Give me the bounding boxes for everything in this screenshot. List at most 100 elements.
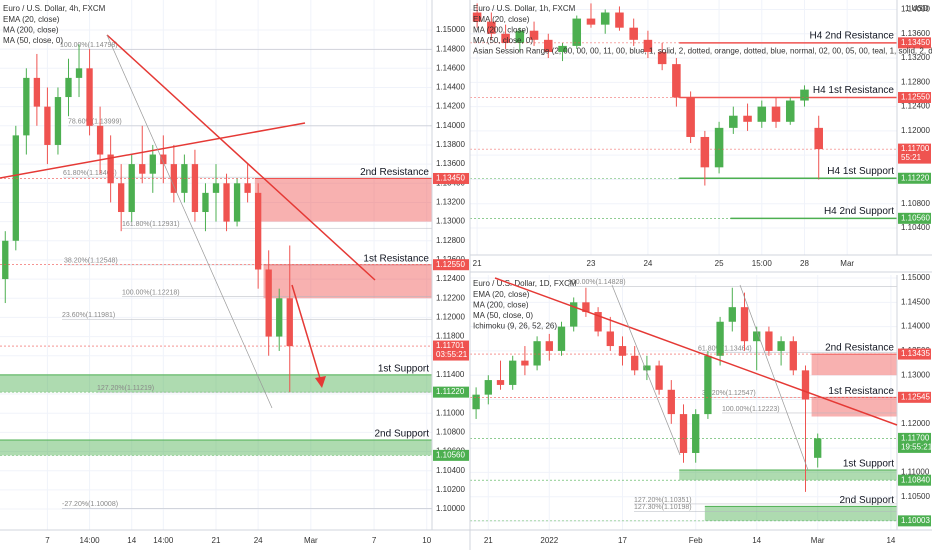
candle-body (515, 30, 525, 43)
candle-body (714, 127, 724, 168)
indicator-label: EMA (20, close) (3, 15, 60, 24)
zone (254, 178, 432, 222)
y-tick-label: 1.12200 (436, 293, 465, 302)
candle-body (33, 77, 41, 107)
candle-body (86, 68, 93, 126)
candle-body (618, 346, 627, 356)
y-tick-label: 1.12000 (901, 126, 930, 135)
zone-label: 2nd Resistance (825, 343, 894, 354)
y-tick-label: 1.12000 (901, 419, 930, 428)
candle-body (643, 365, 651, 371)
y-tick-label: 1.10800 (436, 427, 465, 436)
y-tick-label: 1.13200 (901, 53, 930, 62)
price-tag (898, 348, 931, 360)
zone-label: 2nd Support (375, 429, 430, 440)
candle-body (765, 331, 773, 351)
indicator-label: MA (200, close) (473, 26, 529, 35)
level-label: H4 1st Support (827, 166, 894, 177)
y-tick-label: 1.10800 (901, 199, 930, 208)
candle-body (570, 302, 578, 327)
candle-body (557, 326, 566, 351)
candle-body (716, 321, 724, 356)
x-tick-label: 25 (715, 259, 724, 268)
indicator-label: MA (50, close, 0) (3, 36, 63, 45)
candle-body (771, 106, 781, 122)
candle-body (606, 331, 614, 347)
candle-body (655, 365, 663, 390)
trend-line (106, 34, 376, 281)
countdown: 55:21 (901, 153, 922, 162)
fib-label: -27.20%(1.10008) (62, 501, 118, 508)
indicator-label: MA (200, close) (3, 26, 59, 35)
price-tag-label: 1.11220 (901, 173, 930, 182)
zone (811, 397, 897, 417)
price-tag-label: 1.10840 (901, 475, 930, 484)
price-tag-label: 1.11701 (436, 341, 465, 350)
candle-body (586, 18, 596, 25)
y-tick-label: 1.12800 (436, 236, 465, 245)
price-tag-label: 1.11220 (436, 387, 465, 396)
x-tick-label: 21 (212, 536, 221, 545)
price-tag (898, 212, 931, 224)
indicator-label: MA (50, close, 0) (473, 311, 533, 320)
price-tag (433, 386, 469, 398)
price-tag (433, 259, 469, 271)
fib-label: 61.80%(1.13464) (63, 170, 117, 177)
candle-body (814, 127, 823, 150)
candle-body (582, 302, 590, 313)
candle-body (472, 12, 482, 22)
chart-title: Euro / U.S. Dollar, 4h, FXCM (3, 4, 106, 13)
price-tag (898, 172, 931, 184)
price-tag (898, 37, 931, 49)
candle-body (757, 106, 767, 122)
countdown: 19:55:21 (901, 442, 932, 451)
candle-body (2, 240, 9, 280)
candle-body (800, 89, 809, 101)
zone (263, 264, 432, 299)
y-tick-label: 1.14400 (436, 83, 465, 92)
candle-body (472, 394, 480, 410)
y-tick-label: 1.11000 (901, 468, 930, 477)
price-tag (898, 432, 931, 453)
price-tag (433, 340, 469, 361)
candle-body (12, 135, 19, 241)
fib-label: 161.80%(1.12931) (122, 221, 180, 228)
zone-label: 1st Resistance (363, 253, 429, 264)
fib-line (611, 284, 681, 456)
candle-body (54, 97, 62, 145)
candle-body (149, 154, 156, 174)
price-tag (898, 391, 931, 403)
y-tick-label: 1.13000 (436, 217, 465, 226)
price-tag-label: 1.10560 (436, 450, 465, 459)
y-tick-label: 1.14000 (436, 121, 465, 130)
fib-label: 61.80%(1.13464) (698, 346, 752, 353)
y-tick-label: 1.10400 (436, 466, 465, 475)
y-tick-label: 1.14500 (901, 297, 930, 306)
x-tick-label: 14 (752, 536, 761, 545)
price-tag (898, 515, 931, 527)
indicator-label: EMA (20, close) (473, 15, 530, 24)
candle-body (496, 380, 505, 385)
fib-label: 78.60%(1.13999) (68, 119, 122, 126)
candle-body (501, 33, 510, 43)
x-tick-label: 21 (473, 259, 482, 268)
y-tick-label: 1.14000 (901, 5, 930, 14)
price-tag (898, 92, 931, 104)
chart-title: Euro / U.S. Dollar, 1D, FXCM (473, 279, 577, 288)
price-tag (433, 449, 469, 461)
candle-body (107, 154, 114, 184)
candle-body (139, 164, 146, 174)
candle-body (594, 312, 602, 332)
x-tick-label: Mar (304, 536, 318, 545)
zone-label: 1st Support (843, 459, 894, 470)
trend-line (0, 122, 306, 179)
y-tick-label: 1.14800 (436, 44, 465, 53)
candle-body (202, 192, 209, 213)
x-tick-label: 7 (45, 536, 50, 545)
candle-body (160, 154, 167, 165)
x-tick-label: 23 (587, 259, 596, 268)
y-tick-label: 1.12000 (436, 313, 465, 322)
candle-body (128, 164, 135, 213)
